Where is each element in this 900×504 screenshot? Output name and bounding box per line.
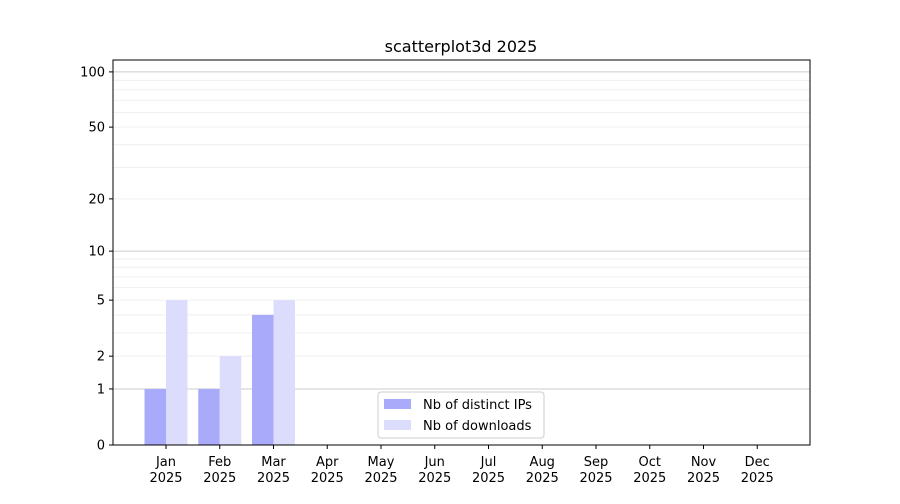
- x-tick-label-year: 2025: [149, 471, 182, 486]
- x-tick-label: Jan: [155, 455, 176, 470]
- x-tick-label-year: 2025: [203, 471, 236, 486]
- axes-frame: [112, 59, 811, 446]
- x-tick-label: Oct: [639, 455, 661, 470]
- x-tick-label: Nov: [691, 455, 717, 470]
- y-tick-label: 2: [97, 350, 105, 365]
- bars: [144, 300, 295, 445]
- x-tick-label-year: 2025: [418, 471, 451, 486]
- x-tick-label-year: 2025: [579, 471, 612, 486]
- x-tick-label-year: 2025: [472, 471, 505, 486]
- legend-box: [377, 391, 545, 439]
- grid: [113, 71, 810, 390]
- x-tick-label-year: 2025: [311, 471, 344, 486]
- x-tick-label: Mar: [261, 455, 286, 470]
- axes: 0125102050100Jan2025Feb2025Mar2025Apr202…: [80, 59, 811, 486]
- x-tick-label: Apr: [316, 455, 339, 470]
- legend-label: Nb of distinct IPs: [423, 398, 532, 413]
- legend-label: Nb of downloads: [423, 419, 532, 434]
- x-tick-label-year: 2025: [741, 471, 774, 486]
- bar-distinct-ips: [144, 388, 166, 445]
- x-tick-label: Feb: [208, 455, 231, 470]
- chart-title: scatterplot3d 2025: [385, 37, 538, 56]
- x-tick-label-year: 2025: [257, 471, 290, 486]
- legend: Nb of distinct IPs Nb of downloads: [377, 391, 545, 439]
- x-tick-label-year: 2025: [687, 471, 720, 486]
- y-tick-label: 20: [88, 192, 105, 207]
- bar-distinct-ips: [198, 388, 220, 445]
- x-tick-label-year: 2025: [633, 471, 666, 486]
- x-tick-label: Aug: [530, 455, 555, 470]
- x-tick-label-year: 2025: [526, 471, 559, 486]
- y-tick-label: 100: [80, 65, 105, 80]
- x-tick-label: Jul: [480, 455, 497, 470]
- x-tick-label: Dec: [745, 455, 770, 470]
- bar-downloads: [166, 300, 188, 445]
- y-tick-label: 10: [88, 245, 105, 260]
- x-tick-label: May: [368, 455, 395, 470]
- x-tick-label-year: 2025: [364, 471, 397, 486]
- y-tick-label: 1: [97, 382, 105, 397]
- legend-swatch: [384, 420, 411, 430]
- y-tick-label: 5: [97, 294, 105, 309]
- y-tick-label: 0: [97, 439, 105, 454]
- bar-downloads: [219, 356, 242, 445]
- x-tick-label: Sep: [584, 455, 609, 470]
- x-tick-label: Jun: [424, 455, 445, 470]
- bar-distinct-ips: [252, 314, 274, 445]
- legend-swatch: [384, 399, 411, 409]
- y-tick-label: 50: [88, 121, 105, 136]
- bar-downloads: [273, 300, 295, 445]
